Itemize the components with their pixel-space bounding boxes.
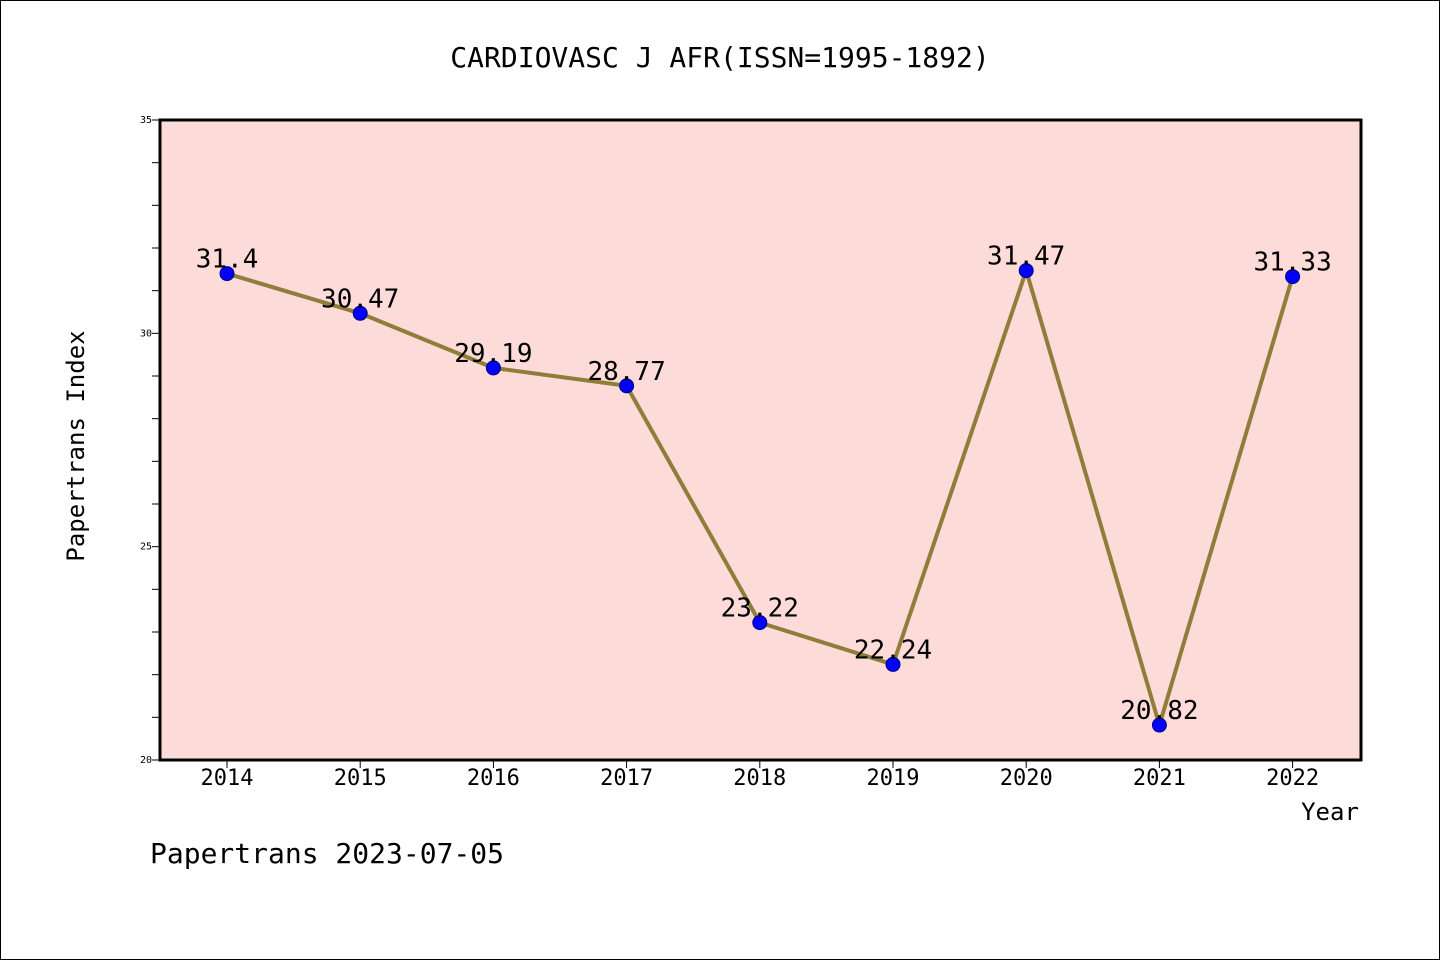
data-point: [619, 378, 635, 394]
chart-title: CARDIOVASC J AFR(ISSN=1995-1892): [450, 41, 989, 74]
data-point: [352, 305, 368, 321]
data-point: [752, 615, 768, 631]
y-tick-label: 25: [140, 542, 152, 553]
data-label: 31.33: [1253, 248, 1331, 278]
data-label: 28.77: [587, 357, 665, 387]
x-tick-label: 2016: [467, 766, 520, 791]
data-label: 30.47: [321, 284, 399, 314]
x-tick-label: 2021: [1133, 766, 1186, 791]
footer-text: Papertrans 2023-07-05: [150, 837, 504, 870]
x-axis-ticks: 2014 2015 2016 2017 2018 2019 2020 2021 2022: [201, 760, 1319, 791]
x-tick-label: 2014: [201, 766, 254, 791]
data-point: [219, 266, 235, 282]
y-axis-ticks: 20 25 30 35: [140, 115, 160, 766]
data-point: [1151, 717, 1167, 733]
data-label: 31.47: [987, 242, 1065, 272]
x-tick-label: 2020: [1000, 766, 1053, 791]
data-label: 29.19: [454, 339, 532, 369]
y-tick-label: 30: [140, 328, 152, 339]
data-points: [219, 263, 1301, 733]
x-tick-label: 2017: [600, 766, 653, 791]
data-label: 20.82: [1120, 696, 1198, 726]
data-point: [485, 360, 501, 376]
x-axis-label: Year: [1301, 798, 1359, 826]
x-tick-label: 2015: [334, 766, 387, 791]
y-tick-label: 20: [140, 755, 152, 766]
data-point: [1285, 269, 1301, 285]
plot-area: [160, 120, 1361, 760]
y-tick-label: 35: [140, 115, 152, 126]
data-point: [885, 656, 901, 672]
x-tick-label: 2019: [867, 766, 920, 791]
data-label: 31.4: [196, 245, 259, 275]
x-tick-label: 2022: [1266, 766, 1319, 791]
data-label: 22.24: [854, 635, 932, 665]
plot-border: [158, 118, 1363, 762]
data-point: [1018, 263, 1034, 279]
y-axis-label: Papertrans Index: [62, 330, 90, 561]
data-labels: 31.4 30.47 29.19 28.77 23.22 22.24 31.47 20.82 3…: [196, 242, 1332, 726]
data-label: 23.22: [721, 594, 799, 624]
x-tick-label: 2018: [733, 766, 786, 791]
